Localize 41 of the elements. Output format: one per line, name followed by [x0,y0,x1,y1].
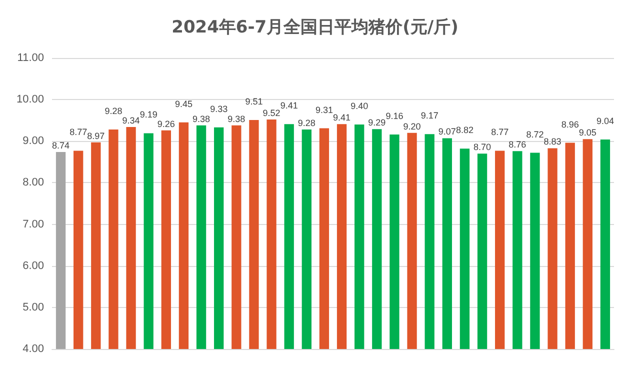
data-label: 9.16 [386,110,404,121]
data-label: 8.74 [52,140,70,150]
data-label: 8.97 [87,130,105,141]
data-label: 8.82 [456,125,474,136]
data-label: 9.41 [333,112,351,123]
data-label: 8.77 [491,127,509,138]
data-label: 9.26 [157,118,175,129]
y-tick-label: 5.00 [22,301,44,314]
data-label: 9.05 [578,128,596,138]
y-tick-label: 9.00 [22,135,44,148]
y-tick-label: 8.00 [22,176,44,189]
data-label: 9.28 [298,118,316,128]
y-tick-label: 7.00 [22,218,44,230]
chart-title: 2024年6-7月全国日平均猪价(元/斤) [172,18,458,38]
data-label: 8.83 [544,136,562,147]
data-label: 9.52 [262,108,280,118]
data-label: 8.96 [561,119,579,130]
data-label: 9.34 [122,116,140,126]
data-label: 9.07 [438,126,456,137]
y-tick-label: 4.00 [22,343,44,355]
y-tick-label: 11.00 [17,52,44,64]
data-label: 9.04 [596,116,614,126]
y-tick-label: 6.00 [22,260,44,272]
data-label: 8.76 [508,140,526,150]
data-label: 9.51 [245,96,263,106]
data-label: 9.38 [192,114,210,124]
y-tick-label: 10.00 [16,94,44,106]
data-label: 9.41 [280,100,298,111]
data-label: 9.33 [210,104,228,114]
data-label: 8.72 [526,129,544,140]
data-label: 9.38 [228,114,246,124]
data-label: 9.45 [174,98,192,109]
data-label: 9.40 [350,101,368,112]
data-label: 9.17 [420,110,438,121]
data-label: 8.77 [70,127,88,138]
data-label: 9.20 [403,121,421,132]
data-label: 9.31 [315,104,333,115]
data-label: 9.19 [140,110,158,120]
data-label: 8.70 [474,142,492,152]
data-label: 9.28 [104,106,122,116]
data-label: 9.29 [368,118,386,128]
